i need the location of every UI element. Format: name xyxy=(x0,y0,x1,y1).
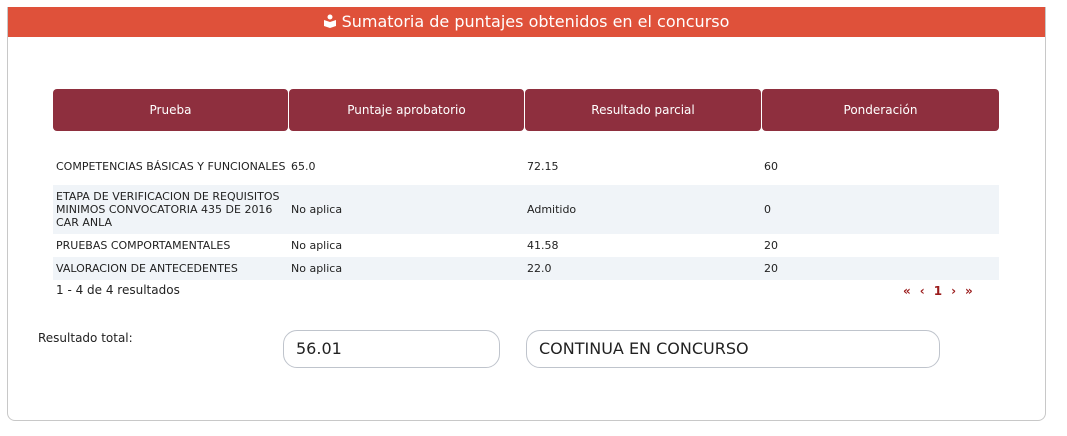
cell-ponderacion: 20 xyxy=(764,239,778,252)
column-header-prueba: Prueba xyxy=(53,89,288,131)
column-header-ponderacion: Ponderación xyxy=(762,89,999,131)
next-page-button[interactable]: › xyxy=(951,284,957,298)
cell-resultado: Admitido xyxy=(527,203,577,216)
cell-prueba: ETAPA DE VERIFICACION DE REQUISITOS MINI… xyxy=(56,190,280,229)
pagination: « ‹ 1 › » xyxy=(903,284,973,298)
total-label: Resultado total: xyxy=(38,331,133,345)
table-row: ETAPA DE VERIFICACION DE REQUISITOS MINI… xyxy=(53,185,999,234)
first-page-button[interactable]: « xyxy=(903,284,911,298)
column-header-resultado-parcial: Resultado parcial xyxy=(525,89,761,131)
results-count: 1 - 4 de 4 resultados xyxy=(56,283,180,297)
cell-resultado: 22.0 xyxy=(527,262,552,275)
total-score-field[interactable]: 56.01 xyxy=(283,330,500,368)
table-row: PRUEBAS COMPORTAMENTALES No aplica 41.58… xyxy=(53,234,999,257)
panel-title: Sumatoria de puntajes obtenidos en el co… xyxy=(341,12,730,31)
prev-page-button[interactable]: ‹ xyxy=(919,284,925,298)
results-panel: Sumatoria de puntajes obtenidos en el co… xyxy=(7,7,1046,421)
status-field[interactable]: CONTINUA EN CONCURSO xyxy=(526,330,940,368)
table-row: COMPETENCIAS BÁSICAS Y FUNCIONALES 65.0 … xyxy=(53,148,999,185)
cell-resultado: 72.15 xyxy=(527,160,559,173)
cell-prueba: VALORACION DE ANTECEDENTES xyxy=(56,262,238,275)
last-page-button[interactable]: » xyxy=(965,284,973,298)
cell-ponderacion: 20 xyxy=(764,262,778,275)
cell-ponderacion: 0 xyxy=(764,203,771,216)
cell-puntaje: No aplica xyxy=(291,239,343,252)
panel-header: Sumatoria de puntajes obtenidos en el co… xyxy=(8,7,1045,37)
page-1-button[interactable]: 1 xyxy=(933,284,943,298)
user-badge-icon xyxy=(323,14,336,28)
cell-resultado: 41.58 xyxy=(527,239,559,252)
cell-prueba: COMPETENCIAS BÁSICAS Y FUNCIONALES xyxy=(56,160,286,173)
cell-prueba: PRUEBAS COMPORTAMENTALES xyxy=(56,239,231,252)
cell-ponderacion: 60 xyxy=(764,160,778,173)
table-row: VALORACION DE ANTECEDENTES No aplica 22.… xyxy=(53,257,999,280)
cell-puntaje: No aplica xyxy=(291,262,343,275)
column-header-puntaje-aprobatorio: Puntaje aprobatorio xyxy=(289,89,524,131)
cell-puntaje: No aplica xyxy=(291,203,343,216)
cell-puntaje: 65.0 xyxy=(291,160,316,173)
